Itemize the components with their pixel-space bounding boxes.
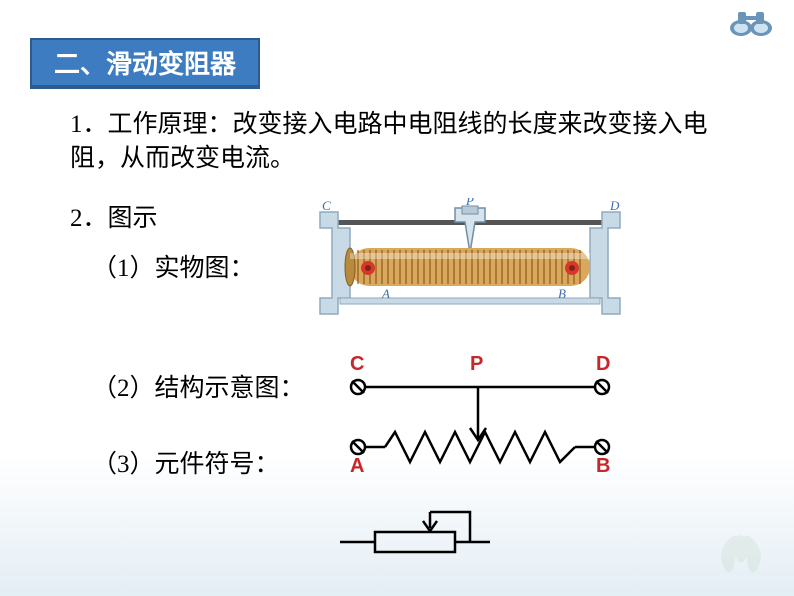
label-B: B <box>558 286 566 301</box>
rheostat-symbol <box>330 500 500 565</box>
schem-D: D <box>596 353 610 375</box>
label-D: D <box>609 198 620 213</box>
rheostat-schematic: C P D A B <box>330 352 630 487</box>
section-title: 二、滑动变阻器 <box>30 38 260 89</box>
binoculars-icon <box>726 8 776 38</box>
label-A: A <box>381 286 390 301</box>
sub1-label: （1）实物图： <box>92 248 302 284</box>
sub3-label: （3）元件符号： <box>92 444 302 480</box>
schem-A: A <box>350 455 364 477</box>
watermark-icon <box>706 521 776 586</box>
label-C: C <box>322 198 331 213</box>
sub2-label: （2）结构示意图： <box>92 368 305 404</box>
rheostat-physical-diagram: P C D <box>310 198 620 318</box>
schem-P: P <box>470 353 483 375</box>
schem-C: C <box>350 353 364 375</box>
principle-text: 1．工作原理：改变接入电路中电阻线的长度来改变接入电阻，从而改变电流。 <box>70 108 750 176</box>
label-P: P <box>465 198 474 208</box>
schem-B: B <box>596 455 610 477</box>
